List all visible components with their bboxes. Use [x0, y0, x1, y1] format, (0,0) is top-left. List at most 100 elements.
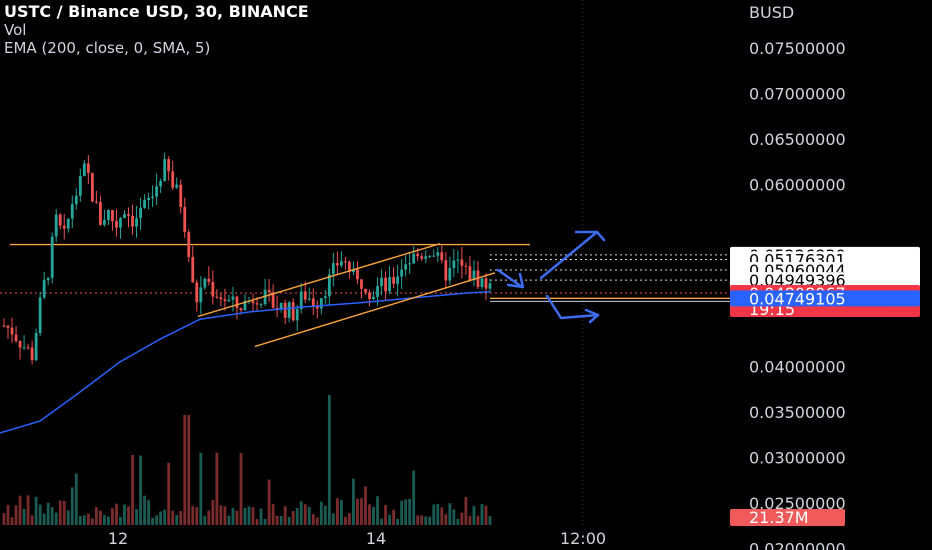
candle-body	[239, 308, 243, 311]
volume-bar	[6, 504, 10, 525]
candle-body	[211, 281, 215, 297]
volume-bar	[271, 503, 275, 525]
candle-body	[299, 291, 303, 310]
candle-body	[6, 325, 10, 328]
y-tick-label: 0.06500000	[749, 130, 846, 149]
candle-body	[291, 302, 295, 321]
volume-bar	[66, 510, 70, 525]
volume-bars	[2, 395, 492, 525]
volume-bar	[384, 505, 387, 525]
volume-legend[interactable]: Vol	[4, 21, 27, 39]
volume-bar	[30, 515, 34, 525]
volume-bar	[74, 473, 78, 525]
volume-bar	[10, 517, 14, 525]
candle-body	[412, 253, 416, 264]
volume-bar	[356, 498, 359, 525]
candle-body	[147, 197, 150, 200]
y-tick-label: 0.02500000	[749, 494, 846, 513]
candle-body	[368, 292, 371, 299]
candle-body	[432, 255, 436, 257]
candle-body	[295, 309, 299, 321]
drawings	[197, 230, 606, 348]
volume-bar	[131, 454, 134, 525]
volume-bar	[484, 505, 488, 525]
volume-bar	[456, 518, 460, 525]
candle-body	[115, 221, 118, 228]
candle-body	[62, 225, 66, 229]
candle-body	[179, 184, 183, 208]
volume-bar	[428, 516, 432, 525]
volume-bar	[339, 499, 343, 525]
volume-bar	[440, 507, 444, 525]
volume-bar	[251, 507, 255, 525]
volume-bar	[223, 506, 227, 525]
volume-bar	[175, 515, 179, 525]
volume-bar	[275, 515, 279, 525]
candle-body	[171, 171, 175, 188]
ema-200-line	[0, 291, 491, 434]
volume-bar	[255, 518, 259, 525]
volume-bar	[327, 395, 331, 525]
x-tick-label: 12:00	[560, 529, 606, 548]
candle-body	[243, 300, 247, 311]
volume-bar	[295, 507, 299, 525]
volume-tag-label: 21.37M	[749, 508, 809, 527]
candle-body	[267, 289, 271, 293]
volume-bar	[195, 507, 199, 525]
volume-bar	[388, 514, 391, 525]
arrow-up-stroke	[539, 230, 599, 280]
volume-bar	[432, 504, 436, 525]
candle-body	[78, 176, 82, 196]
candle-body	[139, 207, 142, 219]
candle-body	[143, 199, 146, 208]
candle-body	[376, 286, 379, 297]
volume-bar	[34, 496, 38, 525]
symbol-title[interactable]: USTC / Binance USD, 30, BINANCE	[4, 2, 309, 21]
currency-label: BUSD	[749, 3, 794, 22]
volume-bar	[323, 505, 327, 525]
candle-body	[344, 261, 347, 263]
volume-bar	[2, 513, 6, 525]
volume-bar	[311, 514, 315, 525]
volume-bar	[348, 513, 351, 525]
candle-body	[468, 266, 472, 281]
volume-bar	[344, 516, 347, 525]
x-tick-label: 12	[108, 529, 128, 548]
ema-legend[interactable]: EMA (200, close, 0, SMA, 5)	[4, 39, 211, 57]
candle-body	[428, 255, 432, 257]
candle-body	[66, 218, 70, 229]
candle-body	[400, 269, 404, 277]
price-tag: 0.04749105	[730, 289, 920, 308]
candle-body	[199, 287, 203, 303]
candle-body	[227, 299, 231, 302]
candle-body	[123, 214, 126, 219]
candle-body	[90, 173, 94, 202]
volume-bar	[448, 503, 452, 525]
volume-bar	[235, 510, 239, 525]
volume-bar	[38, 504, 42, 525]
candle-body	[384, 277, 387, 292]
candle-body	[315, 306, 319, 309]
volume-bar	[22, 508, 26, 525]
volume-bar	[380, 518, 383, 525]
candle-body	[14, 334, 18, 341]
volume-bar	[111, 508, 114, 525]
arrow-down-head	[506, 272, 525, 289]
volume-bar	[472, 506, 476, 525]
volume-bar	[70, 487, 74, 525]
candle-body	[74, 195, 78, 205]
candle-body	[119, 218, 122, 228]
volume-bar	[315, 517, 319, 525]
volume-bar	[115, 503, 118, 525]
volume-bar	[299, 501, 303, 525]
arrow-up-head	[574, 230, 606, 242]
volume-bar	[239, 453, 243, 525]
candle-body	[38, 297, 42, 333]
candle-body	[111, 210, 114, 222]
candle-body	[54, 214, 58, 237]
candle-body	[488, 283, 492, 289]
arrow-breakdown-stroke	[545, 294, 600, 320]
price-tag-background	[730, 290, 920, 307]
